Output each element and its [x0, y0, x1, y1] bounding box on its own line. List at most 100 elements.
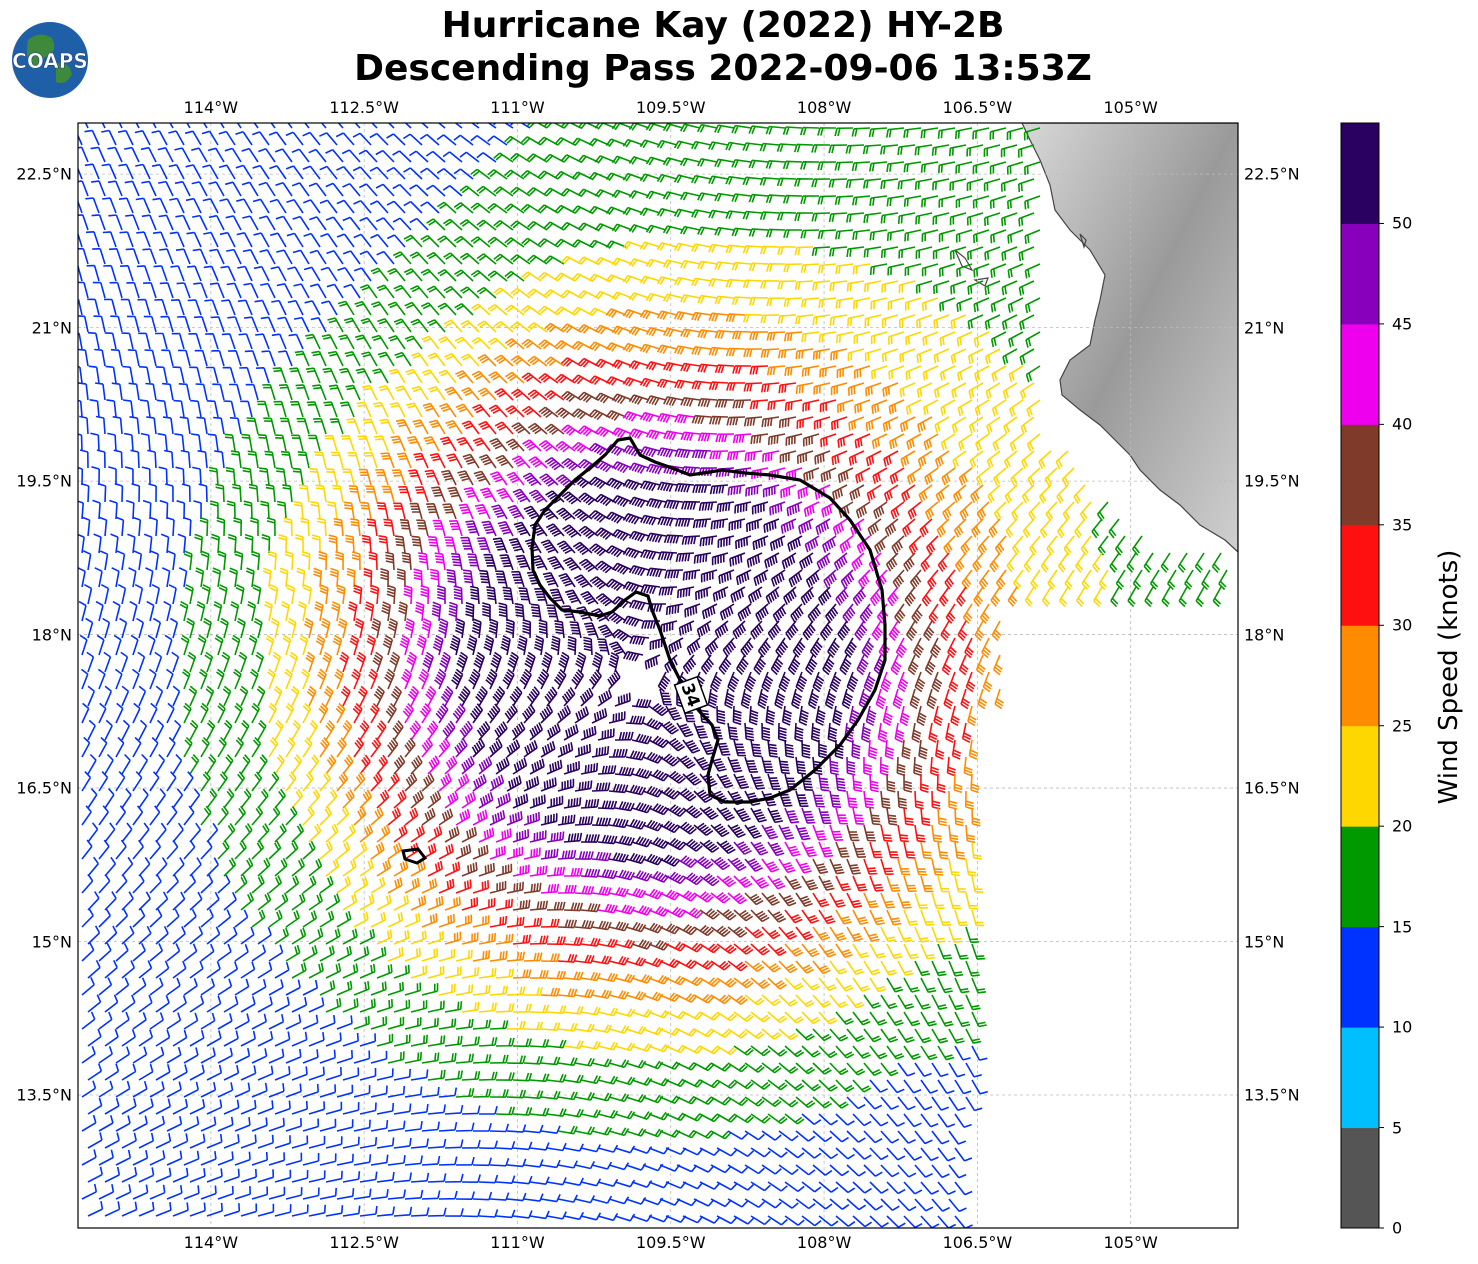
wind-barb — [268, 702, 278, 724]
wind-barb — [801, 807, 816, 824]
wind-barb — [973, 229, 990, 243]
wind-barb — [628, 462, 650, 474]
wind-barb — [437, 269, 457, 282]
wind-barb — [164, 634, 173, 656]
wind-barb — [844, 637, 857, 659]
wind-barb — [892, 569, 905, 590]
wind-barb — [642, 751, 664, 764]
colorbar-segment — [1341, 424, 1379, 526]
wind-barb — [371, 301, 389, 316]
wind-barb — [580, 1040, 601, 1050]
wind-barb — [183, 978, 198, 996]
wind-barb — [954, 1045, 971, 1061]
wind-barb — [682, 907, 704, 919]
wind-barb — [815, 518, 831, 536]
wind-barb — [835, 229, 854, 240]
wind-barb — [393, 1068, 411, 1081]
wind-barbs — [78, 123, 1228, 1228]
wind-barb — [301, 668, 310, 690]
wind-barb — [182, 516, 192, 537]
wind-barb — [336, 737, 347, 758]
wind-barb — [378, 385, 395, 401]
wind-barb — [244, 533, 254, 554]
wind-barb — [127, 349, 140, 367]
wind-barb — [358, 149, 378, 163]
wind-barb — [1039, 518, 1052, 539]
wind-barb — [495, 828, 512, 843]
wind-barb — [696, 620, 712, 638]
wind-barb — [1007, 297, 1024, 313]
wind-barb — [597, 638, 610, 656]
wind-barb — [817, 127, 837, 136]
wind-barb — [138, 822, 150, 843]
wind-barb — [948, 1198, 967, 1213]
wind-barb — [143, 282, 157, 299]
wind-barb — [200, 702, 209, 724]
wind-barb — [449, 634, 461, 656]
wind-barb — [359, 1102, 377, 1115]
wind-barb — [742, 176, 763, 186]
wind-barb — [489, 950, 508, 962]
wind-barb — [759, 142, 780, 152]
wind-barb — [543, 221, 565, 231]
wind-barb — [956, 331, 973, 347]
wind-barb — [769, 501, 786, 516]
colorbar-segment — [1341, 323, 1379, 425]
wind-barb — [743, 348, 763, 358]
wind-barb — [882, 348, 899, 363]
wind-barb — [477, 387, 497, 401]
wind-barb — [539, 704, 554, 724]
wind-barb — [639, 139, 661, 149]
wind-barb — [175, 214, 191, 231]
wind-barb — [575, 651, 587, 673]
wind-barb — [92, 499, 101, 520]
wind-barb — [954, 552, 967, 573]
wind-barb — [677, 586, 695, 599]
wind-barb — [314, 451, 327, 469]
wind-barb — [725, 175, 746, 185]
wind-barb — [155, 788, 166, 809]
wind-barb — [319, 806, 332, 826]
wind-barb — [494, 421, 514, 435]
wind-barb — [473, 1122, 492, 1132]
wind-barb — [899, 416, 916, 433]
wind-barb — [608, 748, 628, 758]
wind-barb — [989, 195, 1007, 209]
wind-barb — [174, 433, 185, 452]
wind-barb — [186, 123, 191, 129]
wind-barb — [732, 433, 752, 444]
wind-barb — [960, 688, 971, 710]
wind-barb — [920, 841, 932, 860]
wind-barb — [832, 705, 843, 726]
wind-barb — [588, 669, 602, 690]
wind-barb — [821, 501, 837, 518]
wind-barb — [251, 944, 267, 962]
wind-barb — [121, 788, 132, 809]
wind-barb — [986, 416, 1001, 434]
wind-barb — [520, 136, 542, 146]
wind-barb — [985, 382, 1001, 400]
wind-barb — [818, 297, 837, 309]
wind-barb — [87, 856, 99, 877]
wind-barb — [504, 203, 525, 214]
wind-barb — [816, 552, 831, 571]
wind-barb — [353, 1050, 371, 1064]
wind-barb — [556, 540, 576, 555]
wind-barb — [81, 805, 92, 826]
wind-barb — [465, 520, 480, 537]
wind-barb — [959, 501, 973, 521]
wind-barb — [578, 492, 599, 506]
wind-barb — [172, 754, 183, 775]
wind-barb — [648, 1180, 670, 1189]
wind-barb — [794, 178, 814, 187]
wind-barb — [625, 990, 647, 1001]
wind-barb — [529, 900, 549, 911]
wind-barb — [967, 705, 977, 727]
wind-barb — [336, 199, 355, 214]
wind-barb — [540, 777, 557, 792]
wind-barb — [225, 215, 242, 231]
wind-barb — [206, 788, 218, 809]
wind-barb — [217, 1047, 233, 1064]
wind-barb — [645, 156, 667, 166]
wind-barb — [387, 1016, 405, 1030]
